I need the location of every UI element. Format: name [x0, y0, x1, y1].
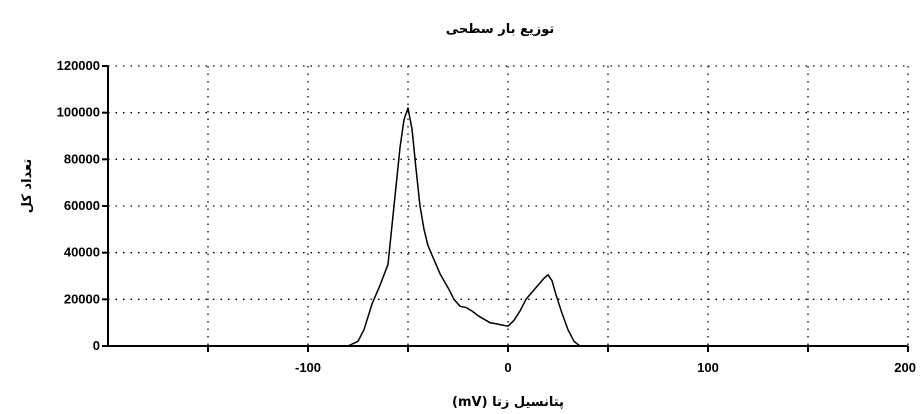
- y-tick-label: 40000: [64, 245, 100, 260]
- y-tick-label: 60000: [64, 198, 100, 213]
- gridlines: [108, 65, 909, 346]
- x-tick-label: 100: [697, 360, 719, 375]
- y-axis-label: تعداد کل: [20, 159, 35, 214]
- zeta-distribution-line: [347, 107, 581, 347]
- x-tick-label: 200: [894, 360, 916, 375]
- series-layer: [347, 107, 581, 347]
- y-tick-label: 20000: [64, 291, 100, 306]
- y-tick-label: 120000: [57, 58, 100, 73]
- x-tick-label: 0: [504, 360, 511, 375]
- tick-labels: 0 20000 40000 60000 80000 100000 120000 -100 0 10…: [57, 58, 916, 375]
- y-tick-label: 0: [93, 338, 100, 353]
- x-axis-label: پتانسیل زتا (mV): [452, 395, 564, 410]
- tick-marks: [102, 65, 909, 352]
- y-tick-label: 100000: [57, 105, 100, 120]
- x-tick-label: -100: [295, 360, 321, 375]
- chart-title: توزیع بار سطحی: [446, 22, 555, 37]
- y-tick-label: 80000: [64, 151, 100, 166]
